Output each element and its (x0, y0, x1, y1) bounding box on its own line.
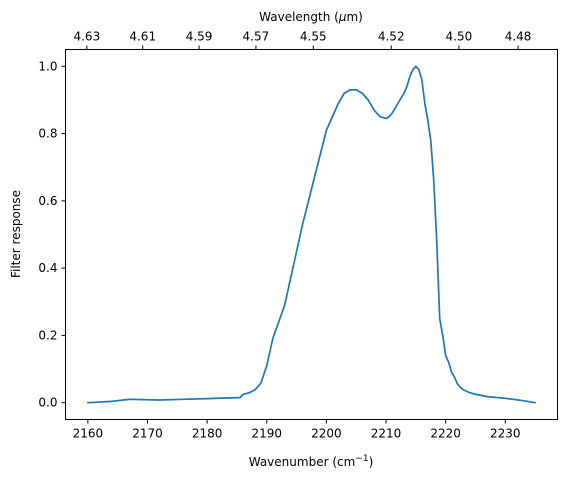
y-axis-ticks: 0.0 0.2 0.4 0.6 0.8 1.0 (38, 59, 66, 410)
y-axis-label: Filter response (9, 190, 23, 278)
y-tick-label: 0.8 (38, 127, 57, 141)
y-tick-label: 0.0 (38, 396, 57, 410)
x-tick-label: 2230 (490, 427, 521, 441)
top-x-tick-label: 4.57 (243, 30, 270, 44)
x-tick-label: 2160 (73, 427, 104, 441)
x-axis-label: Wavenumber (cm−1) (249, 454, 374, 469)
x-tick-label: 2180 (192, 427, 223, 441)
top-x-tick-label: 4.52 (378, 30, 405, 44)
x-tick-label: 2190 (251, 427, 282, 441)
top-x-axis-label: Wavelength (μm) (259, 10, 363, 24)
top-x-tick-label: 4.48 (505, 30, 532, 44)
bottom-x-axis-ticks: 2160 2170 2180 2190 2200 2210 2220 2230 (73, 419, 521, 441)
top-x-tick-label: 4.61 (129, 30, 156, 44)
top-x-tick-label: 4.55 (300, 30, 327, 44)
plot-frame (65, 49, 558, 420)
y-tick-label: 1.0 (38, 59, 57, 73)
y-tick-label: 0.2 (38, 328, 57, 342)
x-tick-label: 2220 (430, 427, 461, 441)
top-x-tick-label: 4.50 (446, 30, 473, 44)
x-tick-label: 2170 (132, 427, 163, 441)
y-tick-label: 0.6 (38, 194, 57, 208)
top-x-tick-label: 4.59 (186, 30, 213, 44)
series-line-0 (87, 65, 536, 404)
top-x-axis-ticks: 4.63 4.61 4.59 4.57 4.55 4.52 4.50 4.48 (73, 30, 531, 50)
x-tick-label: 2200 (311, 427, 342, 441)
y-tick-label: 0.4 (38, 261, 57, 275)
x-tick-label: 2210 (371, 427, 402, 441)
series-layer (87, 65, 536, 404)
top-x-tick-label: 4.63 (73, 30, 100, 44)
